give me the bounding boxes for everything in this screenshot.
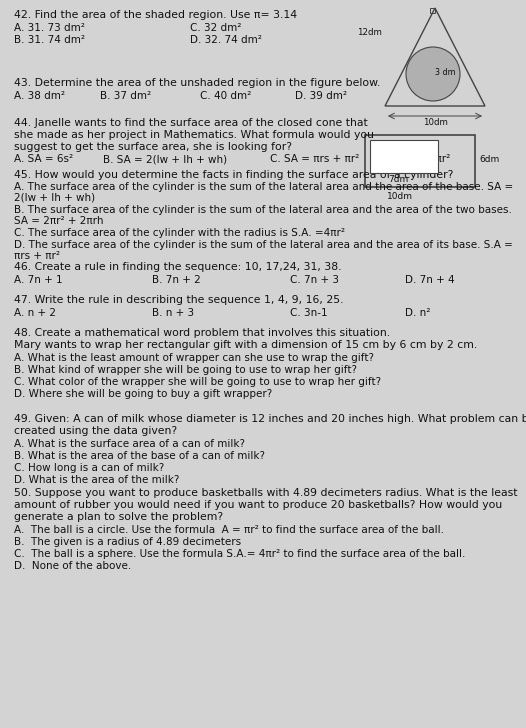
Text: 42. Find the area of the shaded region. Use π= 3.14: 42. Find the area of the shaded region. … bbox=[14, 10, 297, 20]
Text: C.  The ball is a sphere. Use the formula S.A.= 4πr² to find the surface area of: C. The ball is a sphere. Use the formula… bbox=[14, 549, 466, 559]
Text: 47. Write the rule in describing the sequence 1, 4, 9, 16, 25.: 47. Write the rule in describing the seq… bbox=[14, 295, 343, 305]
Text: generate a plan to solve the problem?: generate a plan to solve the problem? bbox=[14, 512, 223, 522]
Text: B. The surface area of the cylinder is the sum of the lateral area and the area : B. The surface area of the cylinder is t… bbox=[14, 205, 512, 215]
Text: 45. How would you determine the facts in finding the surface area of a cylinder?: 45. How would you determine the facts in… bbox=[14, 170, 453, 180]
Text: Mary wants to wrap her rectangular gift with a dimension of 15 cm by 6 cm by 2 c: Mary wants to wrap her rectangular gift … bbox=[14, 340, 477, 350]
Text: A. 31. 73 dm²: A. 31. 73 dm² bbox=[14, 23, 85, 33]
Text: D. What is the area of the milk?: D. What is the area of the milk? bbox=[14, 475, 179, 485]
Text: A.  The ball is a circle. Use the formula  A = πr² to find the surface area of t: A. The ball is a circle. Use the formula… bbox=[14, 525, 444, 535]
Text: amount of rubber you would need if you want to produce 20 basketballs? How would: amount of rubber you would need if you w… bbox=[14, 500, 502, 510]
Text: 49. Given: A can of milk whose diameter is 12 inches and 20 inches high. What pr: 49. Given: A can of milk whose diameter … bbox=[14, 414, 526, 424]
Text: 10dm: 10dm bbox=[387, 192, 413, 201]
Bar bbox=[365, 135, 475, 187]
Circle shape bbox=[406, 47, 460, 101]
Text: A. SA = 6s²: A. SA = 6s² bbox=[14, 154, 73, 164]
Text: C. 3n-1: C. 3n-1 bbox=[290, 308, 328, 318]
Text: 50. Suppose you want to produce basketballs with 4.89 decimeters radius. What is: 50. Suppose you want to produce basketba… bbox=[14, 488, 518, 498]
Text: B. 37 dm²: B. 37 dm² bbox=[100, 91, 151, 101]
Text: B. SA = 2(lw + lh + wh): B. SA = 2(lw + lh + wh) bbox=[103, 154, 227, 164]
Bar bbox=[370, 140, 438, 173]
Text: C. 7n + 3: C. 7n + 3 bbox=[290, 275, 339, 285]
Text: B.  The given is a radius of 4.89 decimeters: B. The given is a radius of 4.89 decimet… bbox=[14, 537, 241, 547]
Text: 12dm: 12dm bbox=[357, 28, 382, 37]
Text: B. 7n + 2: B. 7n + 2 bbox=[152, 275, 201, 285]
Text: C. SA = πrs + πr²: C. SA = πrs + πr² bbox=[270, 154, 359, 164]
Text: C. What color of the wrapper she will be going to use to wrap her gift?: C. What color of the wrapper she will be… bbox=[14, 377, 381, 387]
Text: A. n + 2: A. n + 2 bbox=[14, 308, 56, 318]
Bar bbox=[430, 8, 435, 13]
Text: 3 dm: 3 dm bbox=[435, 68, 456, 77]
Text: 7dm: 7dm bbox=[388, 175, 408, 184]
Text: suggest to get the surface area, she is looking for?: suggest to get the surface area, she is … bbox=[14, 142, 292, 152]
Text: 48. Create a mathematical word problem that involves this situation.: 48. Create a mathematical word problem t… bbox=[14, 328, 390, 338]
Text: 2(lw + lh + wh): 2(lw + lh + wh) bbox=[14, 193, 95, 203]
Text: C. 32 dm²: C. 32 dm² bbox=[190, 23, 241, 33]
Text: D.  None of the above.: D. None of the above. bbox=[14, 561, 132, 571]
Text: B. What kind of wrapper she will be going to use to wrap her gift?: B. What kind of wrapper she will be goin… bbox=[14, 365, 357, 375]
Text: A. The surface area of the cylinder is the sum of the lateral area and the area : A. The surface area of the cylinder is t… bbox=[14, 182, 513, 192]
Text: C. How long is a can of milk?: C. How long is a can of milk? bbox=[14, 463, 164, 473]
Text: πrs + πr²: πrs + πr² bbox=[14, 251, 60, 261]
Text: D. n²: D. n² bbox=[405, 308, 430, 318]
Text: 46. Create a rule in finding the sequence: 10, 17,24, 31, 38.: 46. Create a rule in finding the sequenc… bbox=[14, 262, 341, 272]
Text: D. 7n + 4: D. 7n + 4 bbox=[405, 275, 454, 285]
Text: created using the data given?: created using the data given? bbox=[14, 426, 177, 436]
Text: A. What is the least amount of wrapper can she use to wrap the gift?: A. What is the least amount of wrapper c… bbox=[14, 353, 374, 363]
Text: A. 7n + 1: A. 7n + 1 bbox=[14, 275, 63, 285]
Text: 10dm: 10dm bbox=[423, 118, 448, 127]
Text: 3dm: 3dm bbox=[375, 150, 395, 159]
Text: D. The surface area of the cylinder is the sum of the lateral area and the area : D. The surface area of the cylinder is t… bbox=[14, 240, 513, 250]
Text: D. 39 dm²: D. 39 dm² bbox=[295, 91, 347, 101]
Text: SA = 2πr² + 2πrh: SA = 2πr² + 2πrh bbox=[14, 216, 104, 226]
Text: A. 38 dm²: A. 38 dm² bbox=[14, 91, 65, 101]
Text: B. What is the area of the base of a can of milk?: B. What is the area of the base of a can… bbox=[14, 451, 265, 461]
Text: 6dm: 6dm bbox=[479, 155, 499, 164]
Text: she made as her project in Mathematics. What formula would you: she made as her project in Mathematics. … bbox=[14, 130, 374, 140]
Text: D. Where she will be going to buy a gift wrapper?: D. Where she will be going to buy a gift… bbox=[14, 389, 272, 399]
Text: B. n + 3: B. n + 3 bbox=[152, 308, 194, 318]
Text: 43. Determine the area of the unshaded region in the figure below.: 43. Determine the area of the unshaded r… bbox=[14, 78, 380, 88]
Text: C. 40 dm²: C. 40 dm² bbox=[200, 91, 251, 101]
Text: D. SA = 4πr²: D. SA = 4πr² bbox=[385, 154, 450, 164]
Text: A. What is the surface area of a can of milk?: A. What is the surface area of a can of … bbox=[14, 439, 245, 449]
Text: B. 31. 74 dm²: B. 31. 74 dm² bbox=[14, 35, 85, 45]
Text: C. The surface area of the cylinder with the radius is S.A. =4πr²: C. The surface area of the cylinder with… bbox=[14, 228, 345, 238]
Text: 44. Janelle wants to find the surface area of the closed cone that: 44. Janelle wants to find the surface ar… bbox=[14, 118, 368, 128]
Text: D. 32. 74 dm²: D. 32. 74 dm² bbox=[190, 35, 262, 45]
